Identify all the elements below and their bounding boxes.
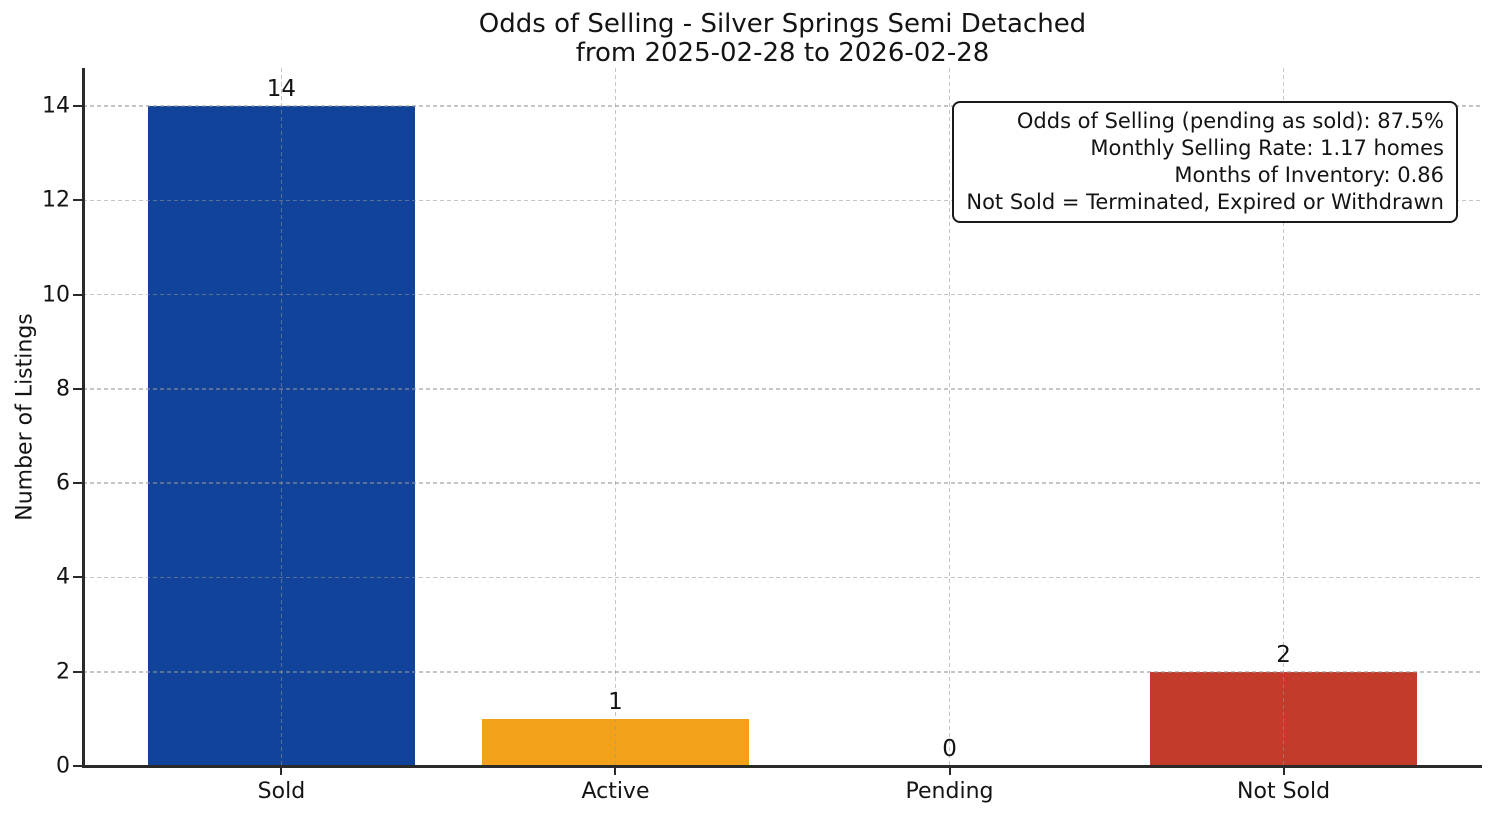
h-gridline bbox=[83, 105, 1482, 107]
y-tick-label: 0 bbox=[56, 753, 70, 779]
bar-value-label-sold: 14 bbox=[266, 76, 297, 103]
h-gridline bbox=[83, 482, 1482, 484]
y-tick-mark bbox=[73, 576, 82, 579]
annotation-line: Not Sold = Terminated, Expired or Withdr… bbox=[966, 190, 1444, 214]
chart-title: Odds of Selling - Silver Springs Semi De… bbox=[478, 9, 1087, 39]
annotation-line: Months of Inventory: 0.86 bbox=[1174, 163, 1444, 187]
v-gridline bbox=[1282, 68, 1285, 766]
x-tick-mark bbox=[614, 766, 617, 775]
h-gridline bbox=[83, 293, 1482, 296]
x-tick-mark bbox=[948, 766, 951, 775]
y-tick-label: 10 bbox=[42, 282, 70, 308]
h-gridline bbox=[83, 199, 1482, 202]
v-gridline bbox=[280, 68, 283, 766]
bar-value-label-not-sold: 2 bbox=[1276, 641, 1291, 668]
y-tick-label: 8 bbox=[56, 376, 70, 402]
chart-title-block: Odds of Selling - Silver Springs Semi De… bbox=[83, 10, 1482, 68]
x-axis-spine bbox=[82, 764, 1482, 768]
y-tick-label: 14 bbox=[42, 93, 70, 119]
y-tick-mark bbox=[73, 670, 82, 673]
x-tick-label-pending: Pending bbox=[905, 779, 994, 804]
v-gridline bbox=[614, 68, 617, 766]
h-gridline bbox=[83, 576, 1482, 579]
h-gridline bbox=[83, 671, 1482, 673]
y-tick-mark bbox=[73, 199, 82, 202]
x-tick-mark bbox=[280, 766, 283, 775]
y-axis-spine bbox=[82, 68, 85, 768]
y-tick-mark bbox=[73, 293, 82, 296]
x-tick-label-sold: Sold bbox=[257, 779, 306, 804]
y-tick-mark bbox=[73, 765, 82, 767]
y-tick-label: 2 bbox=[56, 659, 70, 685]
annotation-line: Monthly Selling Rate: 1.17 homes bbox=[1090, 136, 1444, 160]
y-tick-label: 4 bbox=[56, 564, 70, 590]
y-tick-mark bbox=[73, 105, 82, 108]
bar-value-label-active: 1 bbox=[608, 688, 623, 715]
x-tick-mark bbox=[1282, 766, 1285, 775]
bar-value-label-pending: 0 bbox=[942, 736, 957, 762]
x-tick-label-active: Active bbox=[581, 779, 650, 804]
plot-area: Odds of Selling (pending as sold): 87.5%… bbox=[42, 68, 1482, 804]
h-gridline bbox=[83, 388, 1482, 390]
y-tick-mark bbox=[73, 482, 82, 485]
y-axis-label: Number of Listings bbox=[12, 313, 38, 521]
y-tick-mark bbox=[73, 387, 82, 390]
y-tick-label: 12 bbox=[42, 187, 70, 213]
stats-annotation-box: Odds of Selling (pending as sold): 87.5%… bbox=[952, 101, 1458, 223]
y-tick-label: 6 bbox=[56, 470, 70, 496]
x-tick-label-not-sold: Not Sold bbox=[1237, 779, 1331, 804]
chart-subtitle: from 2025-02-28 to 2026-02-28 bbox=[575, 38, 990, 68]
annotation-line: Odds of Selling (pending as sold): 87.5% bbox=[1016, 109, 1444, 133]
v-gridline bbox=[948, 68, 951, 766]
